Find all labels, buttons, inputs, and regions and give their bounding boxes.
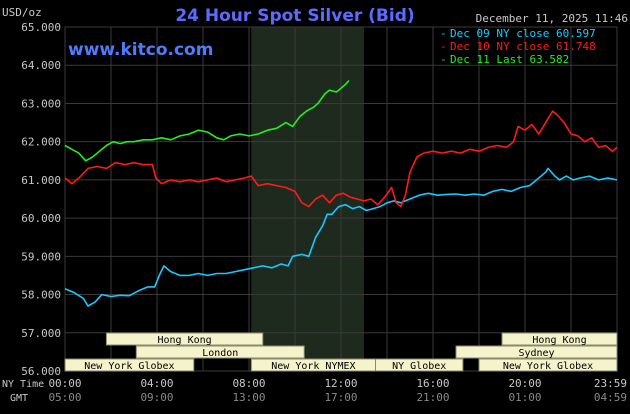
legend-swatch: - — [440, 27, 447, 40]
y-axis-ticks: 56.000 57.000 58.000 59.000 60.000 61.000 62.0… — [21, 21, 61, 378]
session-boxes-layer: Hong Kong Hong Kong London Sydney New York G… — [64, 332, 618, 372]
gmt-row-label: GMT — [10, 393, 28, 404]
series-line-2 — [64, 110, 618, 208]
session-label: Hong Kong — [158, 335, 212, 346]
y-tick-label: 64.000 — [21, 59, 61, 72]
chart-timestamp: December 11, 2025 11:46 — [476, 12, 628, 25]
session-box — [455, 345, 618, 359]
session-label: NY Globex — [392, 361, 446, 372]
session-box — [105, 332, 264, 346]
x-tick-label-gmt: 05:00 — [48, 391, 81, 404]
session-box — [375, 358, 464, 372]
legend-swatch: - — [440, 53, 447, 66]
y-tick-label: 63.000 — [21, 97, 61, 110]
session-box — [501, 332, 618, 346]
legend-swatch: - — [440, 40, 447, 53]
y-tick-label: 65.000 — [21, 21, 61, 34]
x-tick-label-gmt: 09:00 — [140, 391, 173, 404]
y-tick-label: 61.000 — [21, 174, 61, 187]
session-box — [478, 358, 618, 372]
session-box — [135, 345, 305, 359]
x-tick-label-ny: 00:00 — [48, 377, 81, 390]
chart-title: 24 Hour Spot Silver (Bid) — [175, 6, 414, 26]
x-tick-label-gmt: 21:00 — [416, 391, 449, 404]
x-tick-label-ny: 20:00 — [508, 377, 541, 390]
session-label: Hong Kong — [532, 335, 586, 346]
session-label: New York Globex — [503, 361, 593, 372]
series-line-3 — [64, 79, 350, 162]
highlight-band-layer — [251, 27, 364, 371]
grid-layer — [64, 26, 618, 372]
nymex-session-highlight — [251, 27, 364, 371]
y-tick-label: 62.000 — [21, 136, 61, 149]
x-tick-label-ny: 16:00 — [416, 377, 449, 390]
x-tick-label-ny: 08:00 — [232, 377, 265, 390]
series-layer — [64, 79, 618, 307]
y-tick-label: 60.000 — [21, 212, 61, 225]
session-label: London — [202, 348, 238, 359]
x-tick-label-ny: 12:00 — [324, 377, 357, 390]
y-axis-unit-label: USD/oz — [2, 6, 42, 19]
ny-time-row-label: NY Time — [2, 379, 44, 390]
legend-entry: Dec 09 NY close 60.597 — [450, 27, 596, 40]
x-tick-label-gmt: 17:00 — [324, 391, 357, 404]
x-tick-label-gmt: 13:00 — [232, 391, 265, 404]
chart-legend: - Dec 09 NY close 60.597- Dec 10 NY close … — [440, 27, 596, 66]
y-tick-label: 58.000 — [21, 289, 61, 302]
x-tick-label-ny: 04:00 — [140, 377, 173, 390]
session-label: New York NYMEX — [271, 361, 355, 372]
series-line-1 — [64, 167, 618, 307]
legend-entry: Dec 10 NY close 61.748 — [450, 40, 596, 53]
y-tick-label: 59.000 — [21, 250, 61, 263]
legend-entry: Dec 11 Last 63.582 — [450, 53, 569, 66]
kitco-watermark: www.kitco.com — [68, 40, 213, 60]
session-box — [64, 358, 195, 372]
session-label: New York Globex — [84, 361, 174, 372]
y-tick-label: 56.000 — [21, 365, 61, 378]
y-tick-label: 57.000 — [21, 327, 61, 340]
x-tick-label-ny: 23:59 — [594, 377, 627, 390]
x-tick-label-gmt: 01:00 — [508, 391, 541, 404]
session-label: Sydney — [518, 348, 554, 359]
x-tick-label-gmt: 04:59 — [594, 391, 627, 404]
